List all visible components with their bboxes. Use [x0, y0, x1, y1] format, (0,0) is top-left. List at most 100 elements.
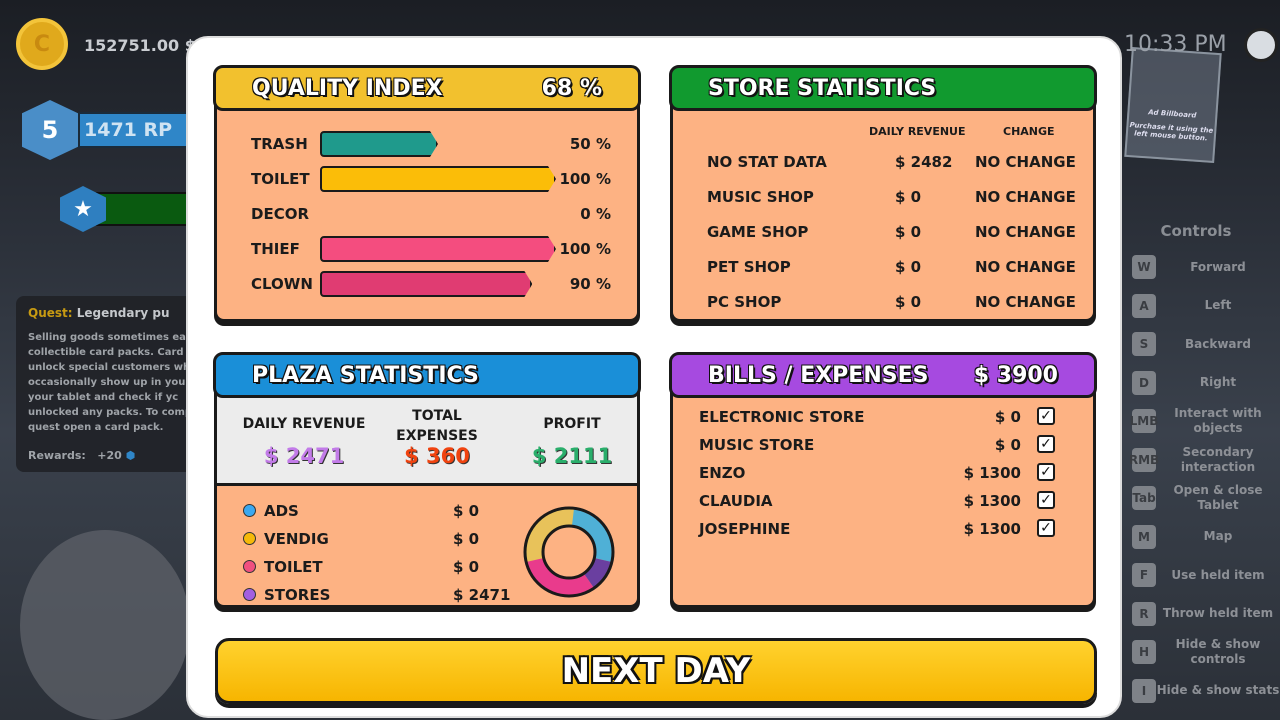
control-label: Secondary interaction	[1180, 444, 1256, 474]
legend-label: STORES	[264, 586, 331, 604]
key-icon: S	[1132, 332, 1156, 357]
quality-bar	[320, 271, 532, 297]
control-label: Forward	[1190, 259, 1246, 274]
key-icon: R	[1132, 601, 1156, 626]
legend-dot-icon	[243, 532, 256, 545]
bill-name: MUSIC STORE	[699, 436, 815, 454]
clock-icon	[1244, 28, 1278, 62]
controls-panel: Controls W Forward A Left S Backward D Right LMB…	[1126, 222, 1280, 710]
bill-amount: $ 1300	[963, 520, 1021, 538]
control-item: A Left	[1126, 287, 1280, 326]
control-label: Open & close Tablet	[1173, 483, 1263, 513]
control-label: Map	[1203, 529, 1233, 544]
quality-value: 68 %	[541, 75, 602, 101]
legend-label: TOILET	[264, 558, 323, 576]
legend-dot-icon	[243, 504, 256, 517]
bill-name: ENZO	[699, 464, 746, 482]
quality-percent: 100 %	[559, 240, 611, 258]
control-label: Interact with objects	[1174, 406, 1262, 436]
control-item: Tab Open & close Tablet	[1126, 479, 1280, 518]
key-icon: F	[1132, 563, 1156, 588]
quality-label: DECOR	[251, 205, 310, 223]
control-item: RMB Secondary interaction	[1126, 441, 1280, 480]
rp-display: 1471 RP	[84, 119, 173, 141]
bill-name: CLAUDIA	[699, 492, 773, 510]
quality-percent: 50 %	[569, 135, 611, 153]
quality-percent: 100 %	[559, 170, 611, 188]
control-label: Throw held item	[1162, 606, 1274, 621]
plaza-summary	[217, 396, 637, 486]
money-display: 152751.00 $	[84, 36, 196, 55]
paid-checkbox[interactable]: ✓	[1037, 463, 1055, 481]
store-change: NO CHANGE	[975, 293, 1076, 311]
quality-label: THIEF	[251, 240, 300, 258]
progress-bar	[96, 192, 188, 226]
key-icon: W	[1132, 255, 1156, 280]
control-label: Right	[1199, 375, 1237, 390]
store-name: PC SHOP	[707, 293, 782, 311]
store-revenue: $ 0	[895, 293, 922, 311]
store-header: STORE STATISTICS	[669, 65, 1097, 111]
profit-value: $ 2111	[531, 444, 613, 468]
total-expenses-value: $ 360	[404, 444, 470, 468]
key-icon: D	[1132, 370, 1156, 395]
donut-segment-toilet	[526, 557, 595, 597]
bills-total: $ 3900	[973, 362, 1058, 388]
control-item: M Map	[1126, 518, 1280, 557]
store-name: PET SHOP	[707, 258, 791, 276]
daily-revenue-label: DAILY REVENUE	[242, 416, 366, 432]
store-change: NO CHANGE	[975, 188, 1076, 206]
quality-label: CLOWN	[251, 275, 313, 293]
paid-checkbox[interactable]: ✓	[1037, 407, 1055, 425]
key-icon: LMB	[1130, 409, 1158, 434]
store-name: MUSIC SHOP	[707, 188, 814, 206]
store-change: NO CHANGE	[975, 153, 1076, 171]
quest-title: Legendary pu	[76, 306, 170, 320]
quality-bar	[320, 236, 556, 262]
rewards-label: Rewards:	[28, 449, 86, 462]
quality-label: TRASH	[251, 135, 308, 153]
total-expenses-label: TOTAL EXPENSES	[396, 408, 478, 444]
quality-title: QUALITY INDEX	[252, 75, 443, 101]
legend-dot-icon	[243, 588, 256, 601]
store-statistics-panel: STORE STATISTICS DAILY REVENUE CHANGE NO…	[669, 65, 1097, 322]
paid-checkbox[interactable]: ✓	[1037, 435, 1055, 453]
control-item: W Forward	[1126, 248, 1280, 287]
legend-value: $ 0	[453, 502, 480, 520]
store-revenue: $ 2482	[895, 153, 953, 171]
bill-name: ELECTRONIC STORE	[699, 408, 865, 426]
level-badge: 5	[22, 100, 78, 160]
store-change: NO CHANGE	[975, 223, 1076, 241]
key-icon: I	[1132, 678, 1156, 703]
minimap	[20, 530, 190, 720]
store-revenue: $ 0	[895, 188, 922, 206]
control-item: H Hide & show controls	[1126, 633, 1280, 672]
key-icon: A	[1132, 293, 1156, 318]
coin-icon: C	[16, 18, 68, 70]
paid-checkbox[interactable]: ✓	[1037, 491, 1055, 509]
col-daily-revenue: DAILY REVENUE	[869, 125, 966, 138]
donut-segment-stores	[583, 557, 612, 589]
profit-label: PROFIT	[543, 416, 601, 432]
quality-label: TOILET	[251, 170, 310, 188]
key-icon: H	[1132, 640, 1156, 665]
next-day-button[interactable]: NEXT DAY	[215, 638, 1097, 704]
legend-dot-icon	[243, 560, 256, 573]
billboard-title: Ad Billboard	[1148, 108, 1197, 120]
rp-shield-icon: ⬢	[125, 449, 136, 462]
rewards-value: +20	[97, 449, 122, 462]
quest-label: Quest:	[28, 306, 73, 320]
control-item: D Right	[1126, 364, 1280, 403]
paid-checkbox[interactable]: ✓	[1037, 519, 1055, 537]
quality-percent: 90 %	[569, 275, 611, 293]
quest-panel: Quest: Legendary pu Selling goods someti…	[16, 296, 196, 472]
control-label: Backward	[1184, 336, 1252, 351]
legend-value: $ 2471	[453, 586, 511, 604]
legend-value: $ 0	[453, 530, 480, 548]
control-label: Left	[1204, 298, 1232, 313]
control-label: Hide & show stats	[1156, 683, 1280, 698]
bills-title: BILLS / EXPENSES	[708, 362, 929, 388]
bill-amount: $ 0	[994, 408, 1021, 426]
control-item: F Use held item	[1126, 556, 1280, 595]
end-of-day-modal: QUALITY INDEX 68 % TRASH 50 % TOILET 100 % D…	[186, 36, 1122, 718]
